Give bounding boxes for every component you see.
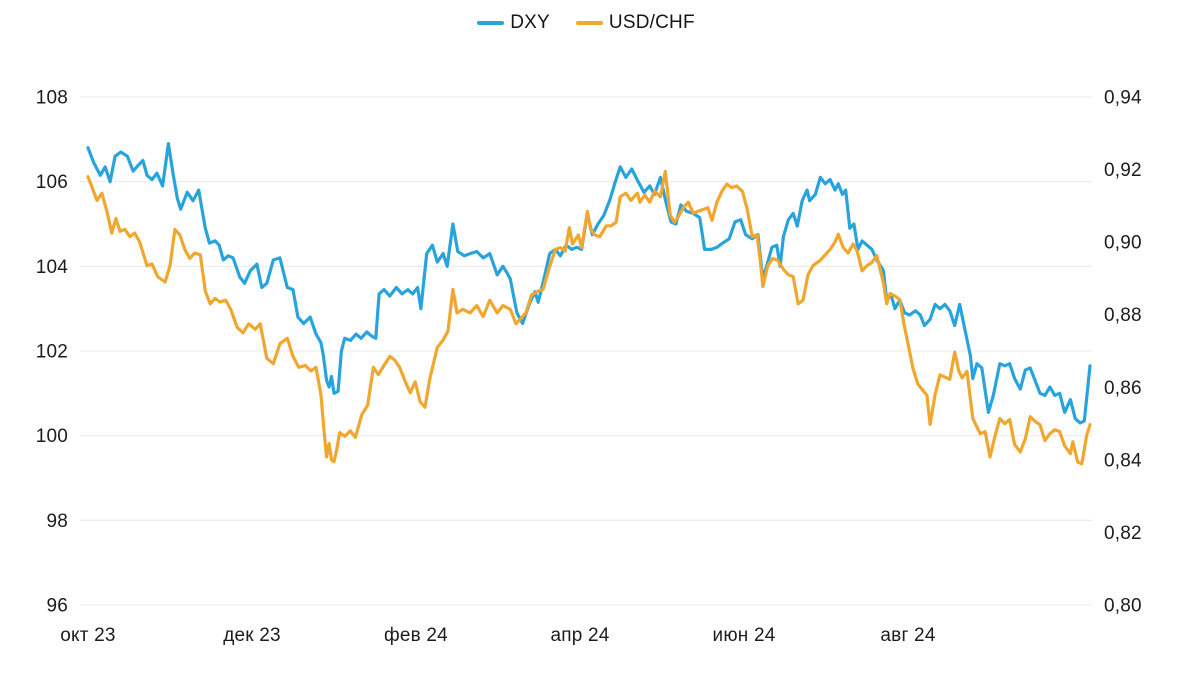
usdchf-line-swatch-icon: [575, 21, 603, 25]
y-axis-left-tick-label: 106: [36, 172, 68, 193]
legend-label-dxy: DXY: [510, 12, 550, 33]
dxy-line-swatch-icon: [477, 21, 505, 25]
legend-item-dxy[interactable]: DXY: [477, 12, 550, 34]
y-axis-right-tick-label: 0,88: [1104, 305, 1142, 326]
y-axis-right-tick-label: 0,84: [1104, 450, 1142, 471]
y-axis-left-tick-label: 100: [36, 426, 68, 447]
y-axis-right-tick-label: 0,86: [1104, 378, 1142, 399]
series-line-usdchf: [86, 169, 1092, 466]
x-axis-tick-label: окт 23: [60, 625, 115, 646]
axis-labels: 108 106 104 102 100 98 96 0,94 0,92 0,90 0,88 0,86 0…: [36, 88, 1142, 647]
y-axis-right-tick-label: 0,90: [1104, 233, 1142, 254]
x-axis-tick-label: авг 24: [880, 625, 935, 646]
y-axis-left-tick-label: 108: [36, 88, 68, 109]
series-line-dxy: [86, 142, 1092, 425]
x-axis-tick-label: июн 24: [713, 625, 776, 646]
legend-item-usdchf[interactable]: USD/CHF: [575, 12, 695, 34]
y-axis-right-tick-label: 0,80: [1104, 596, 1142, 617]
y-axis-right-tick-label: 0,82: [1104, 523, 1142, 544]
y-axis-left-tick-label: 104: [36, 257, 69, 278]
y-axis-right-tick-label: 0,92: [1104, 160, 1142, 181]
chart-legend: DXY USD/CHF: [0, 12, 1172, 34]
x-axis-tick-label: дек 23: [223, 625, 281, 646]
x-axis-tick-label: апр 24: [550, 625, 609, 646]
series-lines: [86, 142, 1092, 466]
y-axis-left-tick-label: 102: [36, 342, 68, 363]
x-axis-tick-label: фев 24: [384, 625, 448, 646]
y-axis-right-tick-label: 0,94: [1104, 88, 1142, 109]
y-axis-left-tick-label: 96: [46, 596, 68, 617]
y-axis-left-tick-label: 98: [46, 511, 68, 532]
legend-label-usdchf: USD/CHF: [608, 12, 695, 33]
gridlines: [80, 96, 1092, 606]
